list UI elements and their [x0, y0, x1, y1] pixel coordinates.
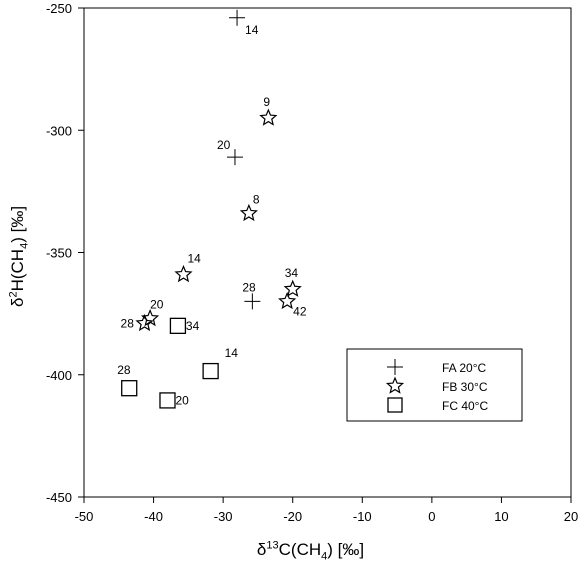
- x-tick-label: 0: [428, 509, 435, 524]
- point-label: 14: [187, 252, 201, 266]
- y-tick-label: -300: [46, 123, 72, 138]
- plus-marker: [226, 149, 243, 166]
- legend-label: FA 20°C: [442, 361, 486, 375]
- y-tick-label: -250: [46, 1, 72, 16]
- legend-box: [346, 348, 523, 422]
- point-label: 20: [175, 393, 189, 407]
- star-marker: [174, 264, 193, 283]
- legend-plus-marker: [387, 359, 403, 375]
- plot-frame: [83, 7, 572, 498]
- point-label: 20: [217, 138, 231, 152]
- x-tick-label: -50: [75, 509, 94, 524]
- legend-label: FB 30°C: [442, 380, 488, 394]
- star-marker: [283, 279, 302, 297]
- star-marker: [135, 313, 154, 332]
- x-tick-label: 20: [564, 509, 578, 524]
- x-tick-label: -10: [353, 509, 372, 524]
- legend-star-marker: [385, 376, 405, 394]
- point-label: 28: [117, 363, 131, 377]
- x-axis-title: δ13C(CH4) [‰]: [256, 539, 365, 563]
- point-label: 8: [253, 192, 260, 206]
- point-label: 14: [245, 23, 259, 37]
- point-label: 14: [225, 346, 239, 360]
- square-marker: [169, 317, 187, 335]
- square-marker: [121, 380, 138, 397]
- square-marker: [202, 362, 219, 380]
- star-marker: [259, 108, 278, 126]
- point-label: 20: [150, 298, 164, 312]
- x-tick-label: 10: [494, 509, 508, 524]
- point-label: 9: [263, 95, 270, 109]
- y-tick-label: -450: [46, 490, 72, 505]
- y-axis-title: δ2H(CH4) [‰]: [7, 205, 31, 307]
- x-tick-label: -40: [144, 509, 163, 524]
- square-marker: [159, 392, 176, 409]
- legend-label: FC 40°C: [442, 399, 488, 413]
- y-tick-label: -350: [46, 246, 72, 261]
- star-marker: [239, 203, 258, 222]
- point-label: 42: [293, 304, 307, 318]
- star-marker: [278, 291, 297, 310]
- legend-square-marker: [387, 397, 403, 413]
- plus-marker: [229, 9, 246, 26]
- x-tick-label: -20: [283, 509, 302, 524]
- plus-marker: [244, 293, 261, 310]
- y-tick-label: -400: [46, 368, 72, 383]
- point-label: 34: [285, 266, 299, 280]
- point-label: 28: [121, 316, 135, 330]
- point-label: 34: [186, 319, 200, 333]
- x-tick-label: -30: [214, 509, 233, 524]
- point-label: 28: [242, 280, 256, 294]
